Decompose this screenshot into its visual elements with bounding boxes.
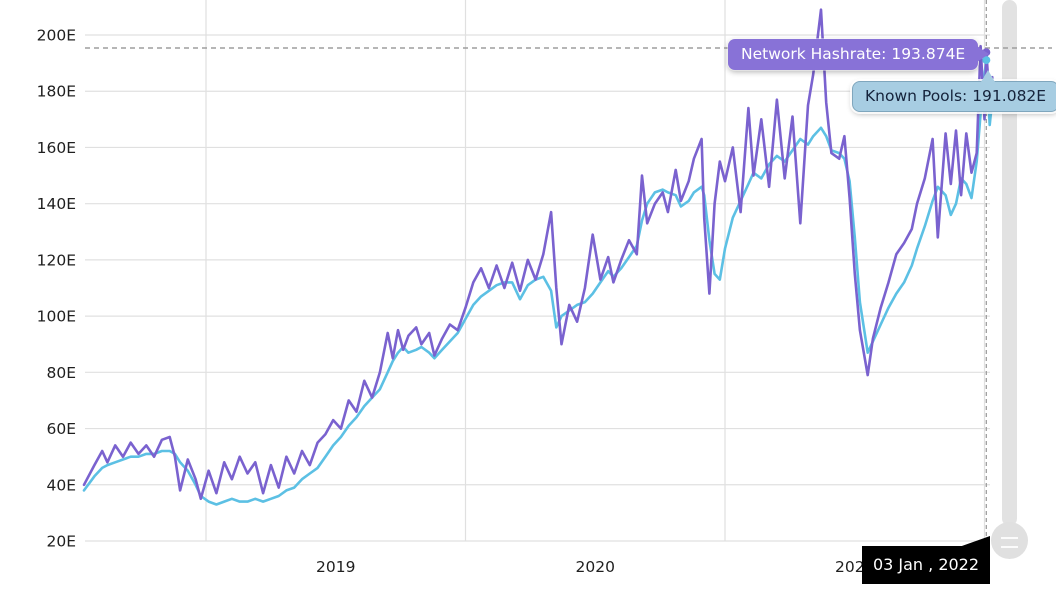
zoom-slider-track[interactable] [1002,0,1017,526]
known-pools-tooltip: Known Pools: 191.082E [852,70,1056,112]
y-axis-tick-label: 200E [37,27,76,45]
network-hashrate-tooltip-text: Network Hashrate: 193.874E [741,45,966,63]
y-axis-tick-label: 60E [46,420,76,438]
y-axis-tick-label: 80E [46,364,76,382]
y-axis-tick-label: 20E [46,533,76,551]
y-axis-tick-label: 100E [37,308,76,326]
known-pools-line [82,58,994,506]
known-pools-tooltip-text: Known Pools: 191.082E [865,87,1047,105]
tooltip-arrow-up-icon [981,70,995,82]
network-hashrate-line [82,8,994,501]
slider-grip-icon [1001,537,1018,548]
x-axis-year-label: 2019 [316,558,355,576]
y-axis-tick-label: 120E [37,251,76,269]
x-axis-year-label: 2020 [576,558,615,576]
zoom-slider-handle[interactable] [991,522,1028,559]
crosshair-date-text: 03 Jan , 2022 [872,555,980,574]
network-hashrate-tooltip: Network Hashrate: 193.874E [728,39,990,70]
tooltip-arrow-right-icon [977,46,990,62]
y-axis-tick-label: 180E [37,83,76,101]
y-axis-tick-label: 160E [37,139,76,157]
y-axis-tick-label: 40E [46,476,76,494]
y-axis-tick-label: 140E [37,195,76,213]
